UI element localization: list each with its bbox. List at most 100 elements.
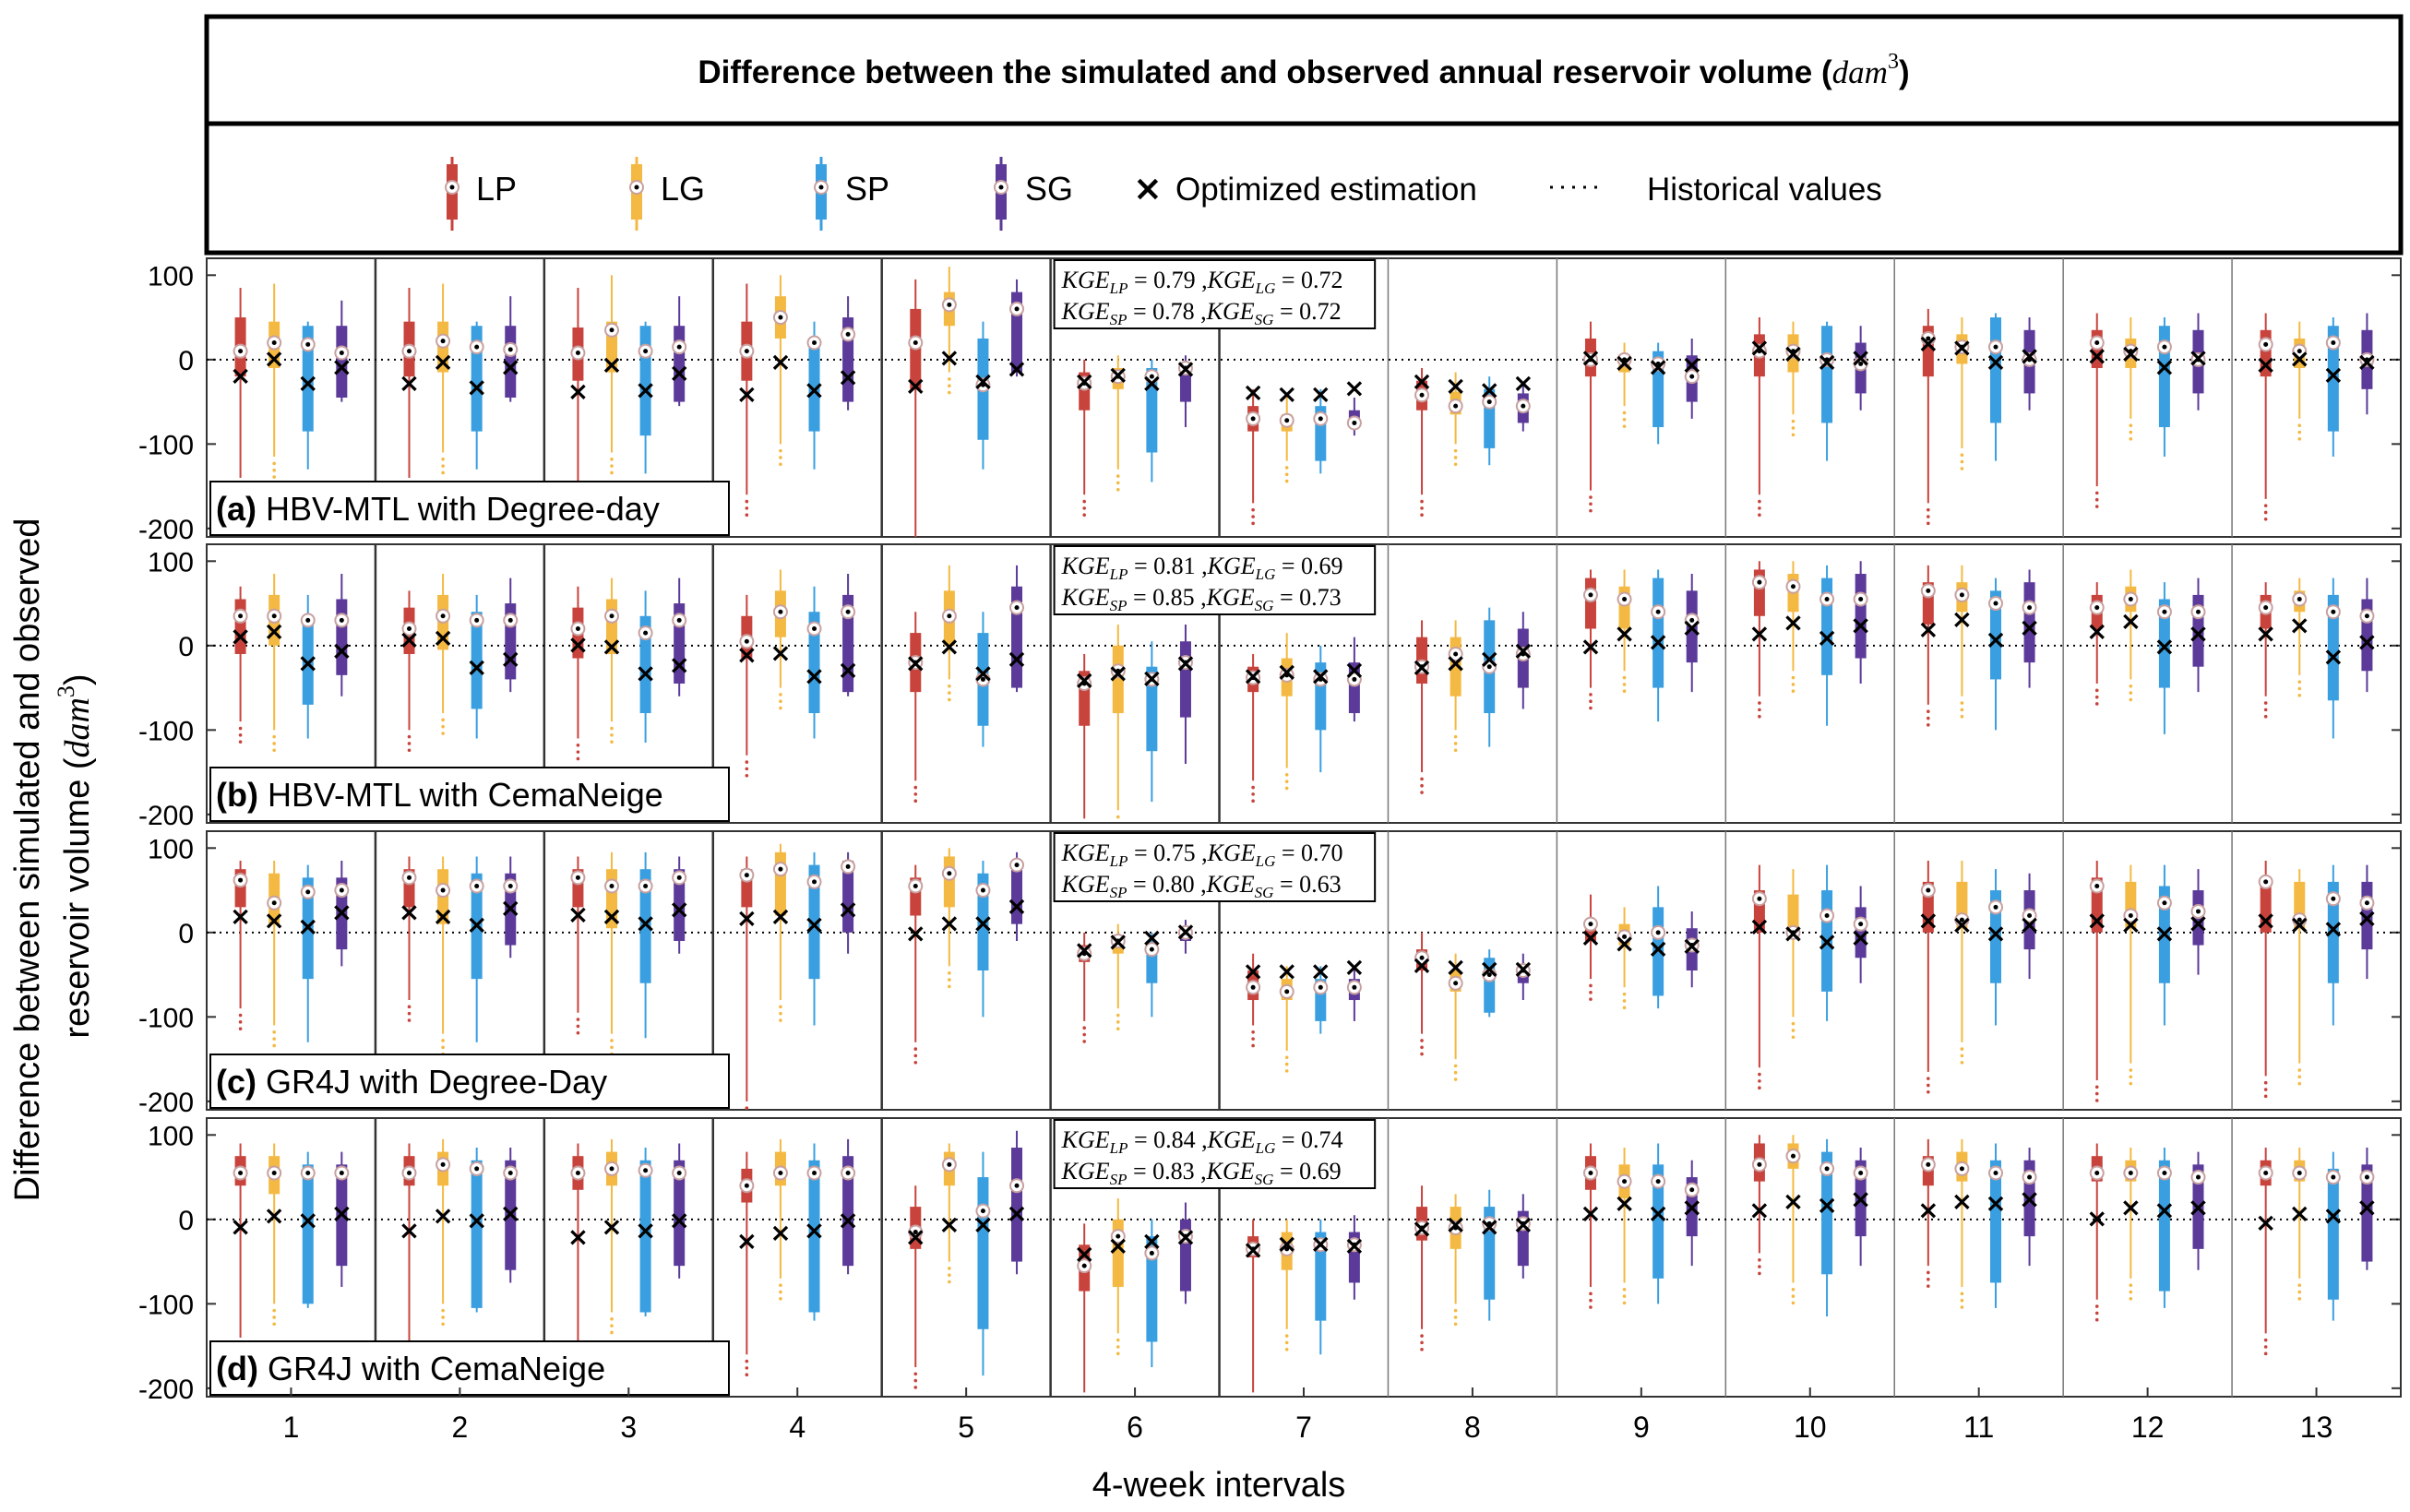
outlier: [2129, 1290, 2133, 1294]
median-dot: [609, 1166, 614, 1172]
median-dot: [1486, 1220, 1492, 1226]
median-dot: [845, 863, 851, 869]
optimized-cross: ×: [1073, 935, 1094, 965]
optimized-cross: ×: [399, 897, 420, 927]
box-sp: ×: [466, 856, 487, 1042]
median-dot: [812, 1170, 817, 1175]
outlier: [1082, 499, 1086, 504]
median-dot: [305, 617, 311, 623]
box-lp: ×: [1242, 653, 1264, 804]
median-dot: [407, 875, 412, 880]
outlier: [441, 718, 445, 722]
box-sp: ×: [1816, 1138, 1838, 1317]
optimized-cross: ×: [500, 351, 521, 382]
median-dot: [1858, 1170, 1864, 1175]
iqr-box: [2260, 877, 2272, 933]
outlier: [1622, 1006, 1627, 1010]
optimized-cross: ×: [601, 901, 622, 932]
iqr-box: [842, 1156, 854, 1267]
outlier: [2129, 691, 2133, 695]
optimized-cross: ×: [905, 648, 926, 678]
box-sp: ×: [1478, 1189, 1500, 1321]
optimized-cross: ×: [1951, 1186, 1973, 1217]
median-dot: [1081, 1263, 1087, 1268]
box-lg: ×: [1783, 1135, 1804, 1305]
optimized-cross: ×: [2322, 641, 2344, 672]
median-dot: [676, 1170, 682, 1175]
box-sg: ×: [1681, 574, 1702, 693]
outlier: [913, 799, 918, 804]
optimized-cross: ×: [1276, 1228, 1297, 1258]
outlier: [1251, 1043, 1255, 1048]
box-lg: ×: [1951, 1138, 1973, 1309]
outlier: [1116, 1013, 1120, 1018]
optimized-cross: ×: [2255, 349, 2276, 379]
outlier: [779, 462, 782, 467]
optimized-cross: ×: [736, 639, 758, 670]
median-dot: [2364, 357, 2369, 363]
optimized-cross: ×: [1951, 910, 1973, 940]
optimized-cross: ×: [1276, 656, 1297, 686]
outlier: [745, 1366, 749, 1370]
legend: LP LG SP SG × Optimized estimation Historical …: [204, 121, 2404, 256]
outlier: [1453, 462, 1458, 467]
box-sp: ×: [2153, 317, 2176, 458]
median-dot: [947, 302, 952, 307]
kge-line-2: KGESP = 0.83 ,KGESG = 0.69: [1061, 1158, 1342, 1188]
median-dot: [2094, 1170, 2100, 1175]
median-dot: [609, 883, 614, 888]
box-lp: ×: [1073, 1223, 1095, 1393]
optimized-cross: ×: [1681, 349, 1702, 379]
median-dot: [913, 340, 918, 346]
outlier: [576, 744, 580, 747]
median-dot: [1318, 984, 1323, 990]
optimized-cross: ×: [331, 351, 352, 382]
median-dot: [271, 1170, 277, 1175]
optimized-cross: ×: [2153, 631, 2175, 661]
box-lp: ×: [399, 856, 420, 1022]
median-dot: [812, 340, 817, 346]
median-dot: [1757, 349, 1762, 354]
outlier: [1589, 990, 1593, 994]
box-sg: ×: [1175, 1202, 1197, 1304]
box-sg: ×: [668, 1143, 690, 1279]
iqr-box: [1112, 645, 1124, 714]
box-sp: ×: [1647, 886, 1669, 1009]
outlier: [779, 1283, 782, 1287]
outlier: [1251, 521, 1255, 526]
box-lg: ×: [1614, 342, 1635, 428]
median-dot: [507, 617, 513, 623]
optimized-cross: ×: [2086, 905, 2107, 935]
optimized-cross: ×: [1478, 1211, 1499, 1242]
optimized-cross: ×: [1783, 1186, 1804, 1217]
optimized-cross: ×: [1748, 911, 1770, 941]
panel-label: (d) GR4J with CemaNeige: [209, 1340, 730, 1396]
outlier: [2094, 702, 2099, 706]
outlier: [948, 691, 951, 695]
iqr-box: [1821, 1151, 1833, 1275]
median-dot: [2263, 1170, 2269, 1175]
median-dot: [812, 879, 817, 885]
y-axis-label-line2: reservoir volume (dam3): [53, 673, 97, 1038]
box-lg: ×: [938, 267, 960, 395]
median-dot: [1588, 922, 1593, 927]
optimized-cross: ×: [2322, 359, 2344, 389]
median-dot: [1622, 1179, 1628, 1185]
panel-label-text: (c) GR4J with Degree-Day: [216, 1063, 607, 1101]
box-lg: ×: [938, 565, 960, 702]
outlier: [2297, 680, 2302, 684]
optimized-cross: ×: [263, 615, 284, 646]
outlier: [745, 506, 749, 510]
box-sp: ×: [635, 1148, 656, 1317]
y-tick-label: 100: [148, 547, 194, 577]
outlier: [1622, 424, 1627, 428]
box-sg: ×: [2188, 577, 2209, 693]
optimized-cross: ×: [1512, 953, 1533, 983]
box-lp: ×: [736, 594, 758, 778]
iqr-box: [302, 615, 314, 705]
kge-frame: [1053, 1119, 1377, 1189]
median-dot: [2263, 341, 2269, 347]
outlier: [2263, 1345, 2268, 1349]
outlier: [1927, 507, 1930, 512]
